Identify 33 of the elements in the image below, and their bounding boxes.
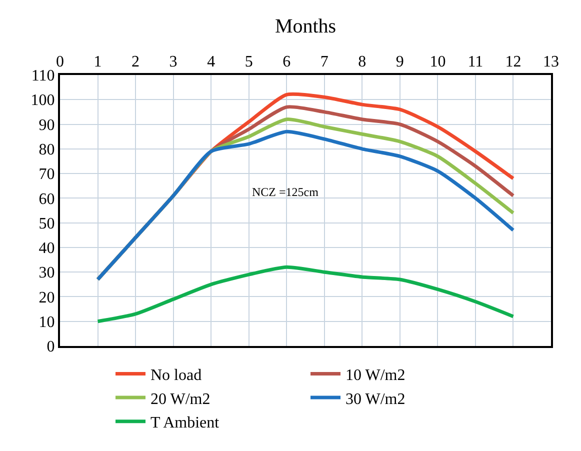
x-tick-label: 8 [358,54,366,71]
y-tick-label: 40 [38,240,55,258]
annotation: NCZ =125cm [252,185,320,199]
y-tick-label: 50 [38,215,55,232]
x-tick-label: 10 [430,54,446,71]
x-tick-label: 4 [207,54,216,71]
x-tick-label: 2 [132,54,140,71]
y-tick-label: 0 [46,338,55,356]
y-tick-label: 60 [38,190,55,208]
legend-label: 10 W/m2 [346,366,406,384]
y-tick-label: 30 [38,264,55,282]
x-tick-label: 13 [543,54,559,71]
y-tick-label: 80 [38,142,55,159]
y-tick-label: 100 [30,92,55,110]
legend-label: T Ambient [150,414,220,432]
x-tick-label: 11 [468,54,484,71]
x-tick-label: 3 [169,54,178,71]
legend-label: 30 W/m2 [346,390,406,408]
y-tick-label: 20 [38,289,55,306]
y-tick-label: 10 [38,314,55,331]
x-tick-label: 6 [282,54,291,71]
x-tick-label: 9 [396,54,404,71]
y-tick-label: 70 [38,166,55,184]
x-tick-label: 7 [320,54,328,71]
x-axis-title: Months [274,16,336,38]
legend-label: 20 W/m2 [150,390,210,408]
x-tick-label: 12 [505,54,522,71]
x-tick-label: 5 [244,54,253,71]
y-tick-label: 90 [38,116,55,134]
y-tick-label: 110 [31,68,55,85]
legend-label: No load [150,366,202,384]
x-tick-label: 1 [94,54,102,71]
line-series [96,265,515,324]
